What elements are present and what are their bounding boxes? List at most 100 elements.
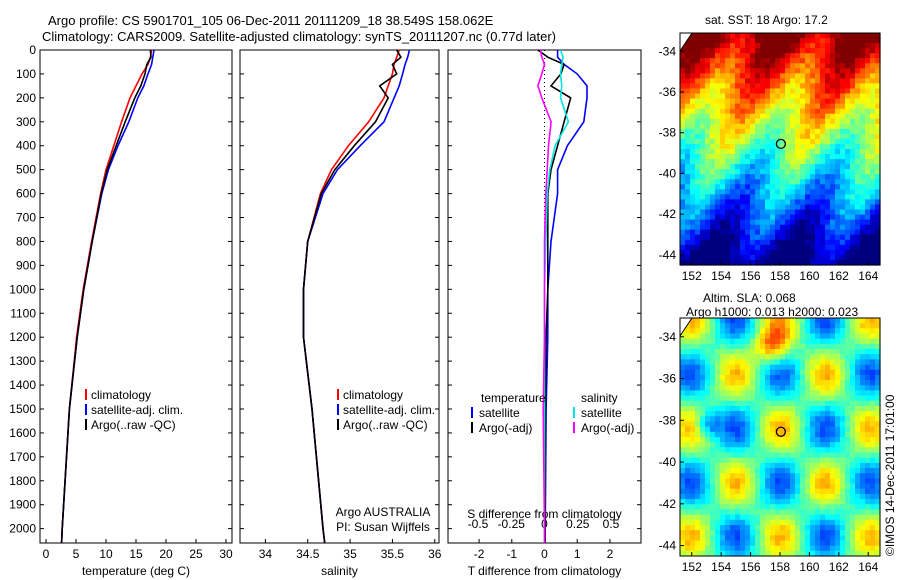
heatmap-cell <box>715 493 721 500</box>
heatmap-cell <box>750 359 756 366</box>
heatmap-cell <box>740 380 746 386</box>
heatmap-cell <box>860 234 866 241</box>
heatmap-cell <box>840 103 846 110</box>
map-lat-label: -42 <box>659 207 677 221</box>
heatmap-cell <box>735 83 741 89</box>
heatmap-cell <box>690 390 696 397</box>
heatmap-cell <box>705 318 711 324</box>
heatmap-cell <box>865 535 871 542</box>
heatmap-cell <box>755 144 761 150</box>
heatmap-cell <box>850 442 856 448</box>
heatmap-cell <box>835 545 841 552</box>
heatmap-cell <box>825 499 831 505</box>
heatmap-cell <box>850 550 856 557</box>
heatmap-cell <box>760 525 766 531</box>
heatmap-cell <box>860 545 866 552</box>
heatmap-cell <box>765 128 771 135</box>
heatmap-cell <box>740 244 746 251</box>
heatmap-cell <box>795 43 801 49</box>
heatmap-cell <box>755 214 761 221</box>
heatmap-cell <box>795 53 801 59</box>
heatmap-cell <box>770 43 776 49</box>
heatmap-cell <box>785 33 791 39</box>
heatmap-cell <box>745 318 751 324</box>
heatmap-cell <box>865 380 871 386</box>
heatmap-cell <box>850 103 856 110</box>
heatmap-cell <box>870 514 876 521</box>
heatmap-cell <box>725 457 731 464</box>
heatmap-cell <box>705 431 711 438</box>
heatmap-cell <box>770 38 776 44</box>
heatmap-cell <box>690 88 696 95</box>
heatmap-cell <box>740 359 746 366</box>
heatmap-cell <box>840 442 846 448</box>
heatmap-cell <box>745 58 751 64</box>
heatmap-cell <box>795 113 801 120</box>
heatmap-cell <box>865 406 871 412</box>
heatmap-cell <box>845 78 851 84</box>
heatmap-cell <box>820 514 826 521</box>
heatmap-cell <box>745 43 751 49</box>
heatmap-cell <box>820 421 826 428</box>
heatmap-cell <box>845 540 851 547</box>
heatmap-cell <box>845 149 851 155</box>
heatmap-cell <box>795 504 801 511</box>
heatmap-cell <box>795 33 801 39</box>
heatmap-cell <box>800 411 806 417</box>
heatmap-cell <box>855 209 861 216</box>
heatmap-cell <box>745 118 751 125</box>
heatmap-cell <box>720 380 726 386</box>
heatmap-cell <box>810 229 816 236</box>
heatmap-cell <box>755 219 761 226</box>
heatmap-cell <box>845 431 851 438</box>
heatmap-cell <box>810 452 816 459</box>
heatmap-cell <box>765 73 771 79</box>
heatmap-cell <box>680 174 686 180</box>
heatmap-cell <box>680 364 686 371</box>
sst-heatmap <box>680 33 881 266</box>
heatmap-cell <box>790 354 796 360</box>
heatmap-cell <box>730 38 736 44</box>
heatmap-cell <box>780 488 786 495</box>
heatmap-cell <box>800 73 806 79</box>
heatmap-cell <box>770 364 776 371</box>
heatmap-cell <box>810 499 816 505</box>
heatmap-cell <box>745 400 751 407</box>
heatmap-cell <box>815 154 821 160</box>
heatmap-cell <box>850 462 856 469</box>
heatmap-cell <box>725 343 731 350</box>
heatmap-cell <box>700 93 706 100</box>
heatmap-cell <box>870 244 876 251</box>
heatmap-cell <box>790 514 796 521</box>
heatmap-cell <box>855 103 861 110</box>
heatmap-cell <box>775 224 781 231</box>
heatmap-cell <box>815 199 821 205</box>
heatmap-cell <box>690 530 696 536</box>
heatmap-cell <box>715 483 721 490</box>
heatmap-cell <box>805 254 811 261</box>
heatmap-cell <box>680 204 686 211</box>
heatmap-cell <box>760 133 766 140</box>
heatmap-cell <box>790 98 796 105</box>
heatmap-cell <box>830 478 836 485</box>
heatmap-cell <box>745 390 751 397</box>
heatmap-cell <box>685 540 691 547</box>
heatmap-cell <box>690 499 696 505</box>
heatmap-cell <box>730 385 736 392</box>
heatmap-cell <box>710 380 716 386</box>
heatmap-cell <box>765 93 771 100</box>
heatmap-cell <box>770 53 776 59</box>
heatmap-cell <box>795 68 801 74</box>
heatmap-cell <box>710 442 716 448</box>
heatmap-cell <box>745 504 751 511</box>
heatmap-cell <box>730 164 736 170</box>
heatmap-cell <box>810 244 816 251</box>
heatmap-cell <box>830 254 836 261</box>
heatmap-cell <box>755 254 761 261</box>
heatmap-cell <box>750 504 756 511</box>
heatmap-cell <box>775 499 781 505</box>
heatmap-cell <box>735 499 741 505</box>
heatmap-cell <box>700 33 706 39</box>
heatmap-cell <box>865 138 871 145</box>
heatmap-cell <box>855 483 861 490</box>
